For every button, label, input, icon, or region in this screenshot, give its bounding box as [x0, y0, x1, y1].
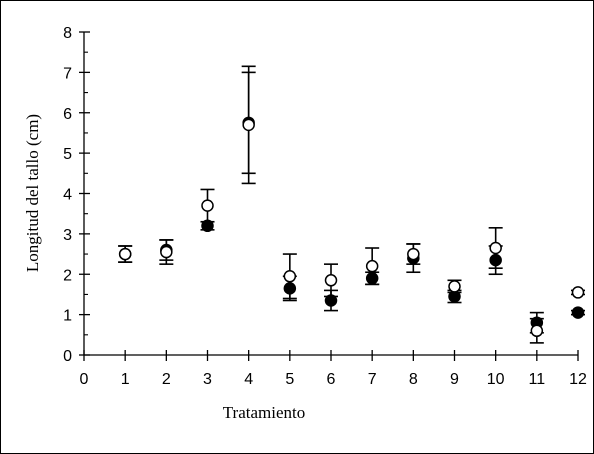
filled-circle-point	[489, 253, 502, 267]
filled-circle-point	[571, 306, 585, 319]
x-tick-label: 9	[450, 371, 459, 388]
open-circle-point	[201, 199, 214, 212]
y-tick-label: 1	[63, 308, 72, 325]
y-tick-label: 5	[63, 146, 72, 163]
x-tick-label: 11	[529, 371, 546, 388]
open-circle-point	[489, 241, 502, 255]
x-tick-label: 3	[203, 371, 212, 388]
y-tick-label: 6	[63, 106, 72, 123]
axes-layer	[79, 31, 579, 361]
x-axis-title: Tratamiento	[223, 403, 305, 422]
y-tick-label: 2	[63, 267, 72, 284]
filled-circle-point	[283, 282, 297, 295]
x-tick-label: 8	[409, 371, 418, 388]
x-tick-label: 4	[244, 371, 253, 388]
x-tick-label: 2	[162, 371, 171, 388]
open-circle-point	[448, 280, 461, 293]
data-points-layer	[118, 116, 585, 338]
filled-circle-point	[365, 272, 379, 285]
x-tick-label: 0	[80, 371, 89, 388]
open-circle-point	[160, 245, 173, 259]
y-tick-label: 4	[63, 187, 72, 204]
y-tick-label: 8	[63, 25, 72, 42]
open-circle-point	[283, 270, 297, 283]
open-circle-point	[530, 324, 544, 338]
open-circle-point	[365, 259, 379, 273]
x-tick-label: 1	[121, 371, 130, 388]
y-tick-label: 0	[63, 348, 72, 365]
x-tick-label: 12	[569, 371, 587, 388]
y-tick-label: 7	[63, 65, 72, 82]
open-circle-point	[118, 247, 132, 261]
y-axis-title: Longitud del tallo (cm)	[23, 114, 42, 272]
x-tick-label: 5	[285, 371, 294, 388]
open-circle-point	[407, 247, 420, 261]
filled-circle-point	[324, 294, 338, 307]
x-tick-label: 10	[487, 371, 505, 388]
open-circle-point	[242, 118, 255, 132]
y-tick-labels: 0 1 2 3 4 5 6 7 8	[63, 25, 72, 365]
open-circle-point	[324, 274, 338, 287]
y-tick-label: 3	[63, 227, 72, 244]
x-tick-label: 6	[327, 371, 336, 388]
x-tick-label: 7	[368, 371, 377, 388]
x-tick-labels: 0 1 2 3 4 5 6 7 8 9 10 11 12	[80, 371, 587, 388]
filled-circle-point	[201, 219, 214, 233]
open-circle-point	[571, 286, 585, 299]
error-bars-layer	[118, 65, 585, 344]
